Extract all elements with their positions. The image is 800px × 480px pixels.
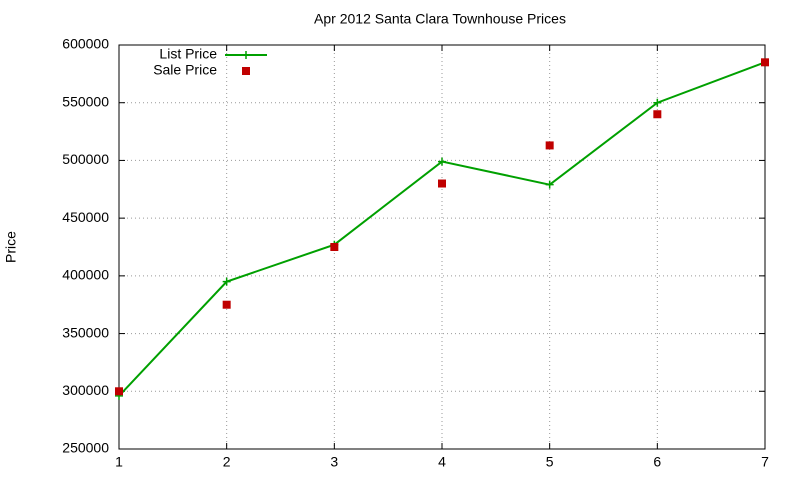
- y-tick-label: 600000: [62, 36, 109, 52]
- y-tick-label: 450000: [62, 209, 109, 225]
- legend-marker: [242, 51, 250, 59]
- x-tick-label: 4: [438, 454, 446, 470]
- marker: [222, 300, 231, 309]
- marker: [653, 98, 662, 107]
- legend-label: Sale Price: [153, 62, 217, 78]
- y-axis-label: Price: [3, 231, 19, 263]
- x-tick-label: 5: [546, 454, 554, 470]
- x-tick-label: 7: [761, 454, 769, 470]
- x-tick-label: 2: [223, 454, 231, 470]
- y-tick-label: 500000: [62, 151, 109, 167]
- marker: [115, 387, 123, 396]
- marker: [545, 141, 554, 150]
- x-tick-label: 1: [115, 454, 123, 470]
- marker: [330, 243, 339, 251]
- y-tick-label: 400000: [62, 267, 109, 283]
- marker: [545, 180, 554, 189]
- legend-label: List Price: [159, 46, 217, 62]
- marker: [438, 157, 446, 166]
- y-tick-label: 300000: [62, 382, 109, 398]
- marker: [438, 179, 446, 188]
- marker: [761, 58, 769, 67]
- marker: [222, 277, 231, 286]
- y-tick-label: 250000: [62, 440, 109, 456]
- y-tick-label: 350000: [62, 324, 109, 340]
- x-tick-label: 3: [330, 454, 338, 470]
- plot-border: [118, 44, 766, 450]
- marker: [653, 110, 662, 119]
- y-tick-label: 550000: [62, 93, 109, 109]
- legend-marker: [242, 67, 250, 75]
- chart-title: Apr 2012 Santa Clara Townhouse Prices: [314, 11, 566, 27]
- x-tick-label: 6: [653, 454, 661, 470]
